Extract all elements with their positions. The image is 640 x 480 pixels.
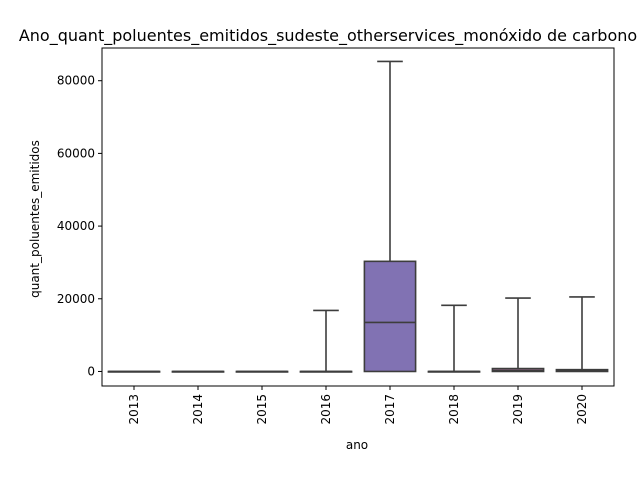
x-tick-label: 2014 bbox=[191, 394, 205, 425]
y-tick-label: 60000 bbox=[57, 146, 95, 160]
plot-area: 0 20000 40000 60000 80000 2013 2014 2015 2016 201… bbox=[57, 47, 615, 425]
x-tick-label: 2018 bbox=[447, 394, 461, 425]
x-tick-label: 2015 bbox=[255, 394, 269, 425]
x-tick-label: 2017 bbox=[383, 394, 397, 425]
x-tick-label: 2019 bbox=[511, 394, 525, 425]
y-tick-label: 80000 bbox=[57, 74, 95, 88]
y-axis-label: quant_poluentes_emitidos bbox=[28, 140, 42, 298]
x-axis-label: ano bbox=[346, 438, 368, 452]
chart-title: Ano_quant_poluentes_emitidos_sudeste_oth… bbox=[19, 26, 637, 46]
y-tick-label: 40000 bbox=[57, 219, 95, 233]
y-tick-label: 20000 bbox=[57, 292, 95, 306]
y-tick-label: 0 bbox=[87, 364, 95, 378]
plot-frame bbox=[101, 47, 615, 387]
x-tick-label: 2016 bbox=[319, 394, 333, 425]
x-tick-label: 2013 bbox=[127, 394, 141, 425]
x-tick-label: 2020 bbox=[575, 394, 589, 425]
box-2017 bbox=[363, 260, 417, 373]
